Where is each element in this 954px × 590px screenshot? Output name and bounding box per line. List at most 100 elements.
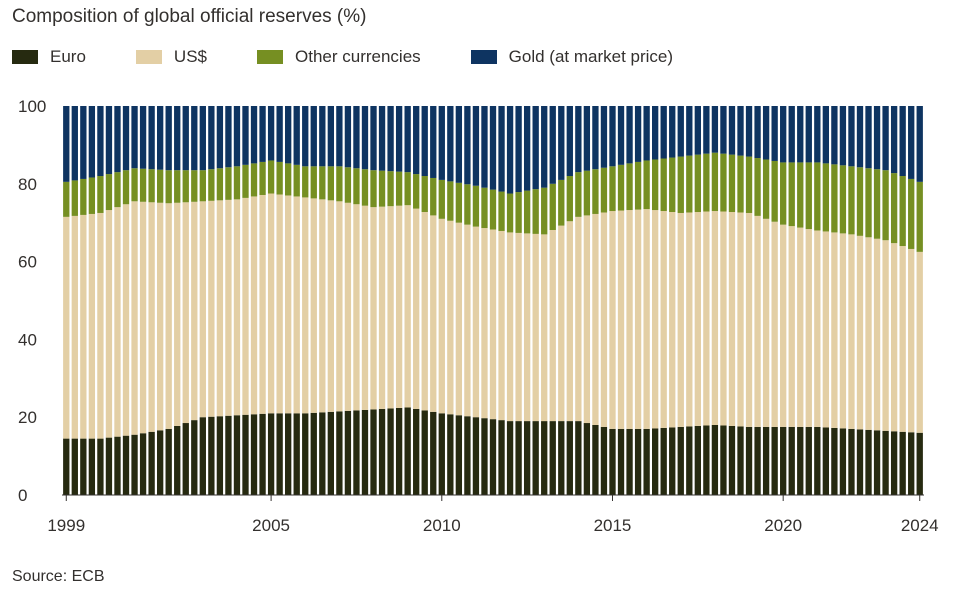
bar-segment-gold (882, 106, 889, 171)
bar-segment-usd (652, 210, 659, 429)
bar-segment-gold (831, 106, 838, 165)
bar-segment-euro (302, 413, 309, 495)
bar-segment-usd (575, 216, 582, 422)
bar-segment-euro (421, 410, 428, 495)
bar-segment-gold (344, 106, 352, 168)
bar-segment-euro (652, 428, 659, 495)
bar-segment-usd (114, 207, 121, 437)
bar-segment-euro (336, 411, 343, 495)
bar-segment-euro (122, 435, 130, 495)
bar-segment-usd (165, 203, 172, 429)
bar-segment-usd (327, 200, 334, 412)
bar-segment-euro (174, 425, 181, 495)
bar-segment-usd (233, 199, 241, 416)
bar-segment-gold (532, 106, 539, 190)
x-tick-label: 2024 (901, 516, 939, 535)
bar-segment-usd (660, 211, 667, 428)
bar-segment-gold (319, 106, 326, 167)
bar-segment-other (737, 155, 744, 213)
bar-segment-gold (233, 106, 241, 167)
bar-segment-other (191, 170, 198, 202)
bar-segment-euro (865, 429, 872, 495)
bar-segment-euro (361, 409, 369, 495)
bar-segment-usd (856, 235, 864, 430)
bar-segment-euro (447, 414, 454, 495)
bar-segment-gold (566, 106, 573, 177)
bar-segment-usd (583, 215, 591, 424)
bar-segment-usd (865, 237, 872, 430)
bar-segment-gold (609, 106, 616, 167)
bar-segment-gold (139, 106, 147, 169)
bar-segment-gold (148, 106, 155, 170)
bar-segment-other (558, 179, 565, 226)
bar-segment-euro (498, 420, 505, 495)
legend-swatch-gold (470, 50, 497, 64)
bar-segment-other (71, 180, 78, 216)
bar-segment-usd (88, 213, 96, 439)
bar-segment-euro (890, 431, 898, 495)
legend-item-other: Other currencies (257, 47, 421, 67)
bar-segment-euro (242, 414, 249, 495)
bar-segment-other (216, 168, 224, 201)
bar-segment-euro (250, 414, 258, 495)
bar-segment-usd (669, 212, 676, 428)
bar-segment-gold (617, 106, 625, 165)
bar-segment-usd (182, 202, 189, 424)
bar-segment-usd (421, 212, 428, 411)
bar-segment-other (387, 171, 394, 207)
bar-segment-usd (822, 231, 830, 428)
bar-segment-usd (447, 220, 454, 415)
bar-segment-euro (711, 424, 719, 495)
chart-legend: Euro US$ Other currencies Gold (at marke… (12, 47, 723, 67)
bar-segment-gold (754, 106, 761, 159)
bar-segment-euro (873, 430, 881, 495)
bar-segment-usd (302, 197, 309, 414)
bar-segment-gold (472, 106, 480, 186)
bar-segment-other (285, 163, 292, 196)
legend-label-gold: Gold (at market price) (508, 47, 674, 66)
bar-segment-other (421, 176, 428, 212)
bar-segment-other (182, 170, 189, 203)
bar-segment-euro (404, 407, 411, 495)
bar-segment-other (259, 161, 266, 195)
legend-item-euro: Euro (12, 47, 86, 67)
bar-segment-usd (908, 248, 915, 433)
bar-segment-other (481, 187, 488, 229)
bar-segment-other (634, 161, 642, 210)
bar-segment-gold (873, 106, 881, 170)
y-tick-label: 40 (18, 330, 37, 349)
bar-segment-usd (174, 202, 181, 426)
bar-segment-euro (88, 438, 96, 495)
x-tick-label: 2020 (764, 516, 802, 535)
bar-segment-euro (822, 427, 830, 495)
bar-segment-euro (430, 411, 437, 495)
bar-segment-euro (182, 423, 189, 495)
bar-segment-euro (71, 438, 78, 495)
bar-segment-usd (788, 226, 795, 427)
bar-segment-other (413, 174, 420, 209)
bar-segment-usd (191, 201, 198, 421)
bar-segment-gold (814, 106, 821, 163)
bar-segment-usd (848, 234, 855, 429)
bar-segment-euro (575, 421, 582, 495)
bar-segment-gold (686, 106, 693, 156)
bar-segment-gold (105, 106, 113, 175)
bar-segment-euro (609, 428, 616, 495)
bar-segment-other (438, 179, 445, 219)
bar-segment-other (882, 170, 889, 241)
bar-segment-other (97, 176, 104, 213)
bar-segment-other (865, 168, 872, 238)
bar-segment-other (361, 169, 369, 206)
bar-segment-usd (728, 212, 736, 426)
bar-segment-other (694, 154, 701, 213)
bar-segment-other (122, 170, 130, 205)
bar-segment-euro (728, 425, 736, 495)
bar-segment-euro (780, 426, 787, 495)
chart-title: Composition of global official reserves … (12, 6, 367, 27)
bar-segment-usd (404, 205, 411, 408)
bar-segment-euro (797, 426, 804, 495)
bar-segment-other (822, 163, 830, 232)
bar-segment-euro (720, 425, 727, 495)
bar-segment-other (711, 152, 719, 212)
bar-segment-gold (634, 106, 642, 162)
